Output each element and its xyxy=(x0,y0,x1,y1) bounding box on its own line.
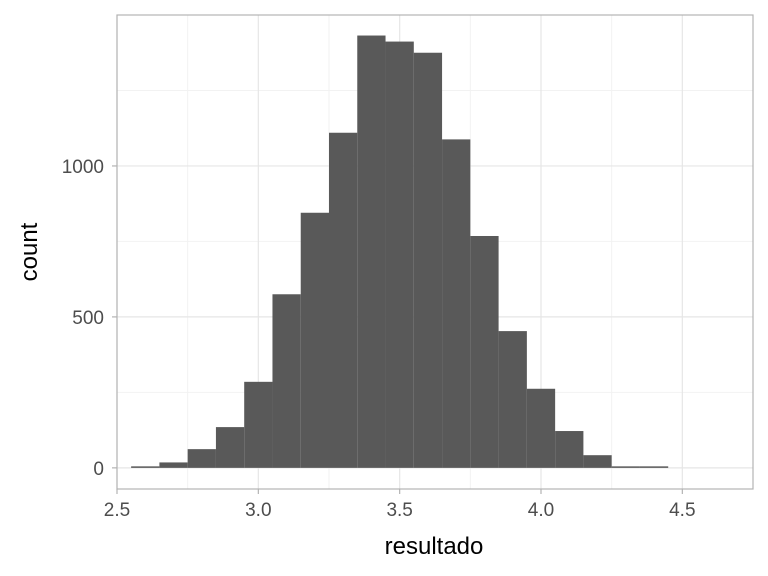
histogram-bar xyxy=(244,381,273,468)
histogram-bar xyxy=(413,52,443,468)
histogram-bar xyxy=(329,132,358,468)
x-tick-label: 3.5 xyxy=(386,500,412,521)
x-tick-label: 4.5 xyxy=(669,500,695,521)
histogram-bar xyxy=(385,41,414,468)
x-tick-label: 4.0 xyxy=(528,500,554,521)
histogram-bar xyxy=(611,466,640,468)
histogram-bars xyxy=(131,35,669,468)
histogram-bar xyxy=(187,449,216,468)
axis-ticks xyxy=(112,165,683,494)
y-tick-label: 500 xyxy=(72,308,104,329)
histogram-bar xyxy=(215,427,245,468)
histogram-bar xyxy=(526,388,556,468)
panel-border xyxy=(116,14,754,490)
histogram-bar xyxy=(300,212,329,468)
y-axis-tick-labels: 0 500 1000 xyxy=(62,157,104,480)
histogram-bar xyxy=(639,466,669,468)
histogram-bar xyxy=(272,294,301,468)
x-tick-label: 3.0 xyxy=(245,500,271,521)
x-axis-tick-labels: 2.5 3.0 3.5 4.0 4.5 xyxy=(104,500,696,521)
y-tick-label: 1000 xyxy=(62,157,104,178)
y-tick-label: 0 xyxy=(93,459,104,480)
histogram-bar xyxy=(470,235,499,468)
histogram-bar xyxy=(583,455,612,468)
histogram-bar xyxy=(555,431,584,468)
histogram-bar xyxy=(131,466,160,468)
histogram-bar xyxy=(442,139,471,468)
x-axis-title: resultado xyxy=(385,533,484,560)
histogram-bar xyxy=(498,331,527,468)
histogram-bar xyxy=(357,35,386,468)
histogram-bar xyxy=(159,462,188,468)
y-axis-title: count xyxy=(16,222,43,281)
x-tick-label: 2.5 xyxy=(104,500,130,521)
